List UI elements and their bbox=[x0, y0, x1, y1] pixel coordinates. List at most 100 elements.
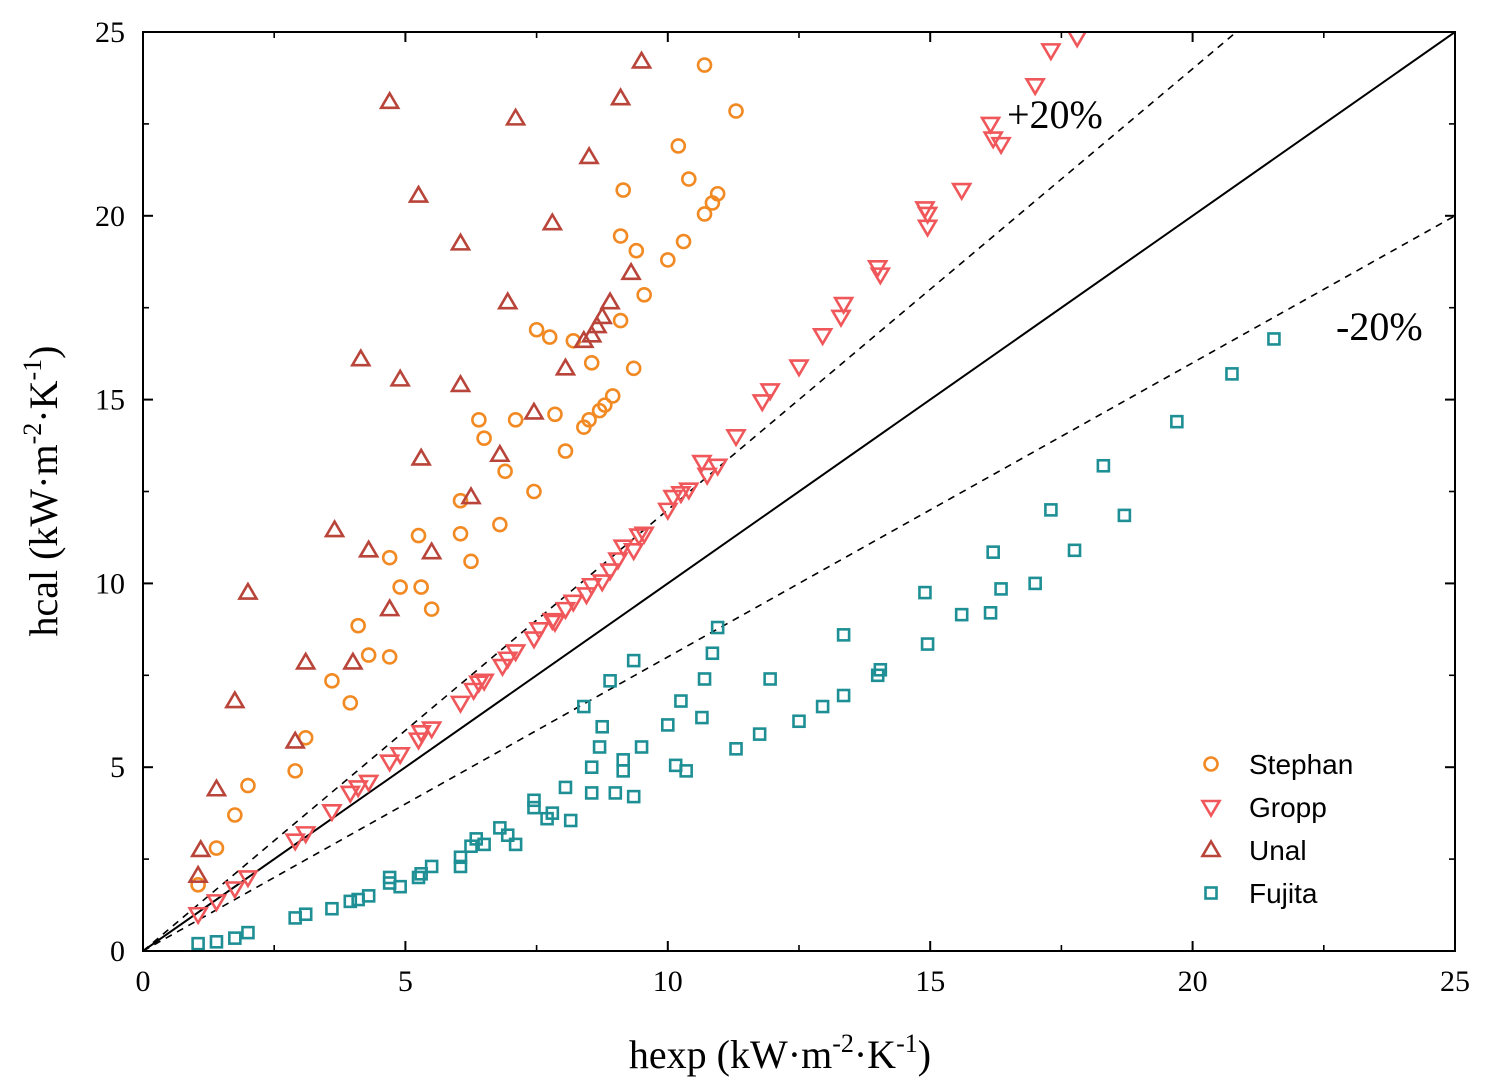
legend-marker-fujita bbox=[1204, 886, 1218, 900]
gropp-point bbox=[541, 612, 564, 632]
gropp-point bbox=[187, 906, 209, 926]
fujita-point bbox=[918, 585, 932, 600]
gropp-point bbox=[449, 695, 472, 714]
gropp-point bbox=[496, 651, 519, 670]
fujita-point bbox=[595, 719, 610, 734]
unal-point bbox=[449, 232, 472, 251]
gropp-point bbox=[607, 552, 629, 571]
unal-point bbox=[378, 90, 401, 110]
series-unal bbox=[187, 50, 653, 883]
unal-point bbox=[410, 447, 432, 466]
gropp-point bbox=[950, 182, 973, 202]
x-tick-label: 25 bbox=[1440, 965, 1470, 998]
gropp-point bbox=[407, 732, 430, 751]
gropp-point bbox=[622, 543, 645, 562]
gropp-point bbox=[357, 774, 380, 793]
y-tick-label: 20 bbox=[95, 200, 125, 233]
unal-point bbox=[620, 261, 642, 281]
fujita-point bbox=[393, 879, 407, 894]
gropp-point bbox=[633, 526, 655, 545]
fujita-point bbox=[1096, 458, 1111, 473]
gropp-point bbox=[523, 631, 545, 650]
legend-label-gropp: Gropp bbox=[1249, 792, 1327, 823]
gropp-point bbox=[473, 673, 495, 692]
gropp-point bbox=[575, 587, 598, 606]
gropp-point bbox=[347, 780, 369, 799]
stephan-point bbox=[604, 388, 621, 404]
stephan-point bbox=[381, 649, 398, 665]
unal-point bbox=[599, 291, 621, 310]
gropp-point bbox=[830, 309, 852, 328]
stephan-point bbox=[452, 525, 469, 542]
gropp-point bbox=[410, 724, 432, 744]
fujita-point bbox=[453, 850, 468, 865]
stephan-point bbox=[423, 601, 440, 617]
fujita-point bbox=[705, 646, 720, 661]
fujita-point bbox=[752, 727, 767, 741]
unal-point bbox=[586, 315, 608, 334]
gropp-point bbox=[339, 785, 362, 805]
fujita-point bbox=[1225, 367, 1239, 381]
fujita-point bbox=[508, 837, 523, 852]
gropp-point bbox=[378, 754, 401, 773]
gropp-point bbox=[788, 359, 810, 378]
fujita-point bbox=[792, 714, 806, 729]
reference-lines bbox=[143, 32, 1455, 951]
fujita-point bbox=[477, 837, 491, 852]
unal-point bbox=[342, 651, 364, 670]
fujita-point bbox=[1028, 576, 1042, 591]
stephan-point bbox=[410, 527, 427, 544]
unal-point bbox=[205, 778, 228, 797]
unal-point bbox=[294, 651, 317, 670]
stephan-point bbox=[287, 763, 303, 779]
unal-point bbox=[449, 373, 472, 393]
stephan-point bbox=[476, 430, 492, 446]
fujita-point bbox=[616, 764, 630, 778]
stephan-point bbox=[471, 412, 487, 428]
stephan-point bbox=[324, 673, 340, 689]
stephan-point bbox=[507, 412, 524, 428]
axis-ticks: 0 5 10 15 20 25 0 5 10 15 20 25 bbox=[95, 16, 1470, 998]
gropp-point bbox=[916, 206, 939, 226]
stephan-point bbox=[670, 138, 687, 154]
stephan-point bbox=[675, 233, 692, 250]
stephan-point bbox=[541, 329, 558, 345]
unal-point bbox=[523, 401, 545, 420]
fujita-point bbox=[674, 694, 688, 708]
stephan-point bbox=[547, 406, 563, 423]
gropp-point bbox=[420, 721, 443, 740]
gropp-point bbox=[759, 383, 781, 402]
unal-point bbox=[389, 368, 411, 387]
fujita-point bbox=[411, 870, 426, 885]
unal-point bbox=[224, 689, 246, 709]
fujita-point bbox=[558, 780, 573, 795]
stephan-point bbox=[392, 579, 408, 595]
fujita-point bbox=[608, 786, 623, 800]
gropp-point bbox=[504, 644, 527, 663]
stephan-point bbox=[680, 171, 697, 187]
fujita-point bbox=[954, 607, 969, 622]
x-tick-label: 20 bbox=[1178, 965, 1208, 998]
gropp-point bbox=[562, 594, 585, 613]
legend-marker-gropp bbox=[1200, 799, 1222, 819]
legend-label-stephan: Stephan bbox=[1249, 749, 1353, 780]
gropp-point bbox=[468, 675, 490, 694]
stephan-point bbox=[583, 355, 600, 371]
fujita-point bbox=[660, 718, 675, 732]
legend-marker-unal bbox=[1200, 838, 1222, 858]
gropp-point bbox=[1040, 43, 1062, 62]
fujita-point bbox=[298, 907, 313, 922]
gropp-point bbox=[580, 577, 603, 597]
stephan-point bbox=[492, 516, 508, 533]
unal-point bbox=[237, 581, 259, 600]
gropp-point bbox=[678, 482, 700, 501]
fujita-point bbox=[414, 867, 428, 881]
fujita-point bbox=[626, 653, 641, 668]
gropp-point bbox=[1067, 32, 1087, 49]
fujita-point bbox=[209, 935, 224, 949]
stephan-point bbox=[190, 877, 206, 893]
x-tick-label: 10 bbox=[653, 965, 683, 998]
gropp-point bbox=[599, 563, 621, 582]
minus-20-line bbox=[143, 215, 1455, 951]
gropp-point bbox=[1024, 78, 1046, 97]
